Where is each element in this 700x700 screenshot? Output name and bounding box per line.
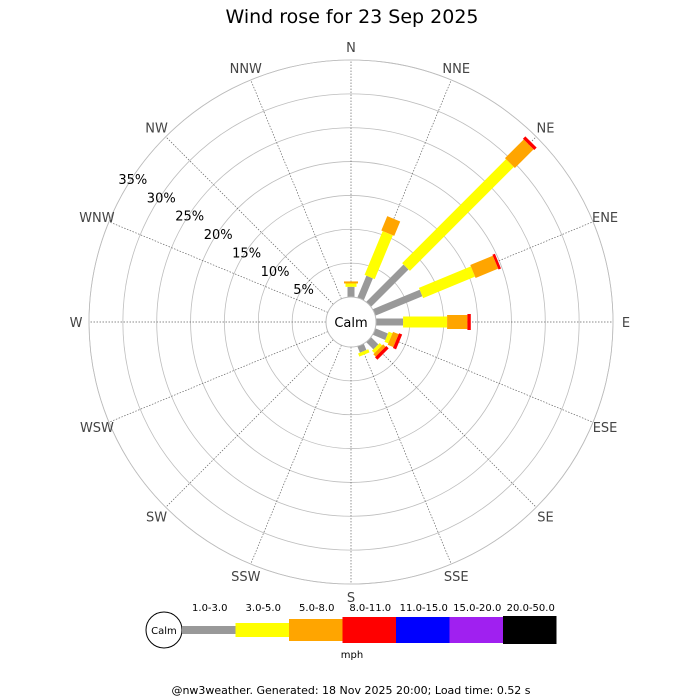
bar-ne-bin2 xyxy=(402,159,514,271)
direction-label-sw: SW xyxy=(146,510,167,525)
bar-ene-bin1 xyxy=(372,289,423,316)
legend-swatch-3 xyxy=(289,619,343,641)
calm-label: Calm xyxy=(334,316,367,331)
speed-legend: Calm 1.0-3.0 3.0-5.0 5.0-8.0 8.0-11.0 11.0-15… xyxy=(145,603,557,661)
bar-nne-bin2 xyxy=(364,231,393,280)
grid-ring-outer xyxy=(88,59,614,585)
bar-e-bin3 xyxy=(447,315,468,329)
bar-ese-bin4 xyxy=(392,333,403,350)
legend-swatch-5 xyxy=(396,617,450,643)
legend-swatch-4 xyxy=(342,617,396,643)
spoke-sse xyxy=(360,344,452,565)
direction-label-sse: SSE xyxy=(444,570,469,585)
bar-ene-bin3 xyxy=(470,255,499,278)
direction-label-w: W xyxy=(70,316,83,331)
spoke-ese xyxy=(373,331,594,423)
legend-bin-label: 20.0-50.0 xyxy=(507,603,555,614)
legend-bin-label: 1.0-3.0 xyxy=(192,603,227,614)
bar-se-bin2 xyxy=(371,342,383,354)
direction-label-wnw: WNW xyxy=(79,211,115,226)
bar-nne-bin1 xyxy=(357,275,373,301)
legend-bin-label: 3.0-5.0 xyxy=(246,603,281,614)
direction-label-e: E xyxy=(622,316,630,331)
legend-swatch-7 xyxy=(503,616,557,644)
legend-calm-label: Calm xyxy=(151,626,177,637)
grid-ring xyxy=(122,93,580,551)
calm-disc xyxy=(325,296,377,348)
spoke-ssw xyxy=(250,344,342,565)
legend-swatch-2 xyxy=(235,623,289,637)
bar-nne-bin3 xyxy=(381,216,401,236)
direction-label-ene: ENE xyxy=(592,211,618,226)
bar-ene-bin2 xyxy=(418,266,476,299)
bar-ne-bin3 xyxy=(504,139,534,169)
bar-n-bin1 xyxy=(347,286,355,297)
spoke-wsw xyxy=(108,331,329,423)
bar-ene-bin4 xyxy=(492,253,502,270)
direction-labels: N NNE NE ENE E ESE SE SSE S SSW SW WSW W WNW NW NNW xyxy=(70,41,631,606)
direction-label-nne: NNE xyxy=(442,62,470,77)
bar-ese-bin1 xyxy=(372,328,388,340)
radial-tick-label: 25% xyxy=(175,210,204,225)
radial-tick-label: 30% xyxy=(147,191,176,206)
direction-label-s: S xyxy=(347,591,355,606)
chart-title: Wind rose for 23 Sep 2025 xyxy=(225,6,478,28)
legend-bin-label: 5.0-8.0 xyxy=(299,603,334,614)
bar-ne-bin4 xyxy=(522,136,537,151)
bar-e-bin1 xyxy=(376,318,404,326)
bar-ese-bin2 xyxy=(384,331,393,344)
direction-label-wsw: WSW xyxy=(80,421,114,436)
bar-n-bin3 xyxy=(344,281,358,284)
radial-tick-label: 20% xyxy=(204,228,233,243)
spoke-sw xyxy=(165,339,334,508)
grid-ring xyxy=(224,195,478,449)
bar-se-bin4 xyxy=(374,345,389,360)
radial-tick-label: 5% xyxy=(293,283,314,298)
legend-unit: mph xyxy=(341,650,363,661)
calm-circle: Calm xyxy=(325,296,377,348)
bar-sse-bin2 xyxy=(358,349,370,357)
bar-n-bin2 xyxy=(345,283,357,287)
radial-tick-labels: 5%10%15% 20%25% 30%35% xyxy=(118,173,313,298)
direction-label-nnw: NNW xyxy=(230,62,262,77)
bar-se-bin3 xyxy=(373,344,386,357)
bar-e-bin4 xyxy=(467,314,471,330)
direction-label-nw: NW xyxy=(145,122,168,137)
radial-tick-label: 35% xyxy=(118,173,147,188)
legend-swatch-6 xyxy=(449,617,503,643)
spoke-se xyxy=(368,339,537,508)
bar-ne-bin1 xyxy=(366,264,409,307)
footer-text: @nw3weather. Generated: 18 Nov 2025 20:0… xyxy=(171,684,530,697)
legend-bin-label: 15.0-20.0 xyxy=(453,603,501,614)
bar-e-bin2 xyxy=(403,316,448,328)
spoke-nnw xyxy=(250,79,342,300)
radial-tick-label: 15% xyxy=(232,246,261,261)
radial-tick-label: 10% xyxy=(261,265,290,280)
direction-label-n: N xyxy=(346,41,356,56)
bar-ese-bin3 xyxy=(387,331,399,348)
bar-se-bin1 xyxy=(366,337,379,350)
direction-label-ese: ESE xyxy=(593,421,618,436)
spoke-wnw xyxy=(108,221,329,313)
spoke-nw xyxy=(165,136,334,305)
direction-label-ne: NE xyxy=(536,122,554,137)
legend-bin-label: 11.0-15.0 xyxy=(400,603,448,614)
legend-swatch-1 xyxy=(182,626,236,634)
direction-label-ssw: SSW xyxy=(231,570,261,585)
direction-label-se: SE xyxy=(537,510,553,525)
legend-bin-label: 8.0-11.0 xyxy=(349,603,391,614)
